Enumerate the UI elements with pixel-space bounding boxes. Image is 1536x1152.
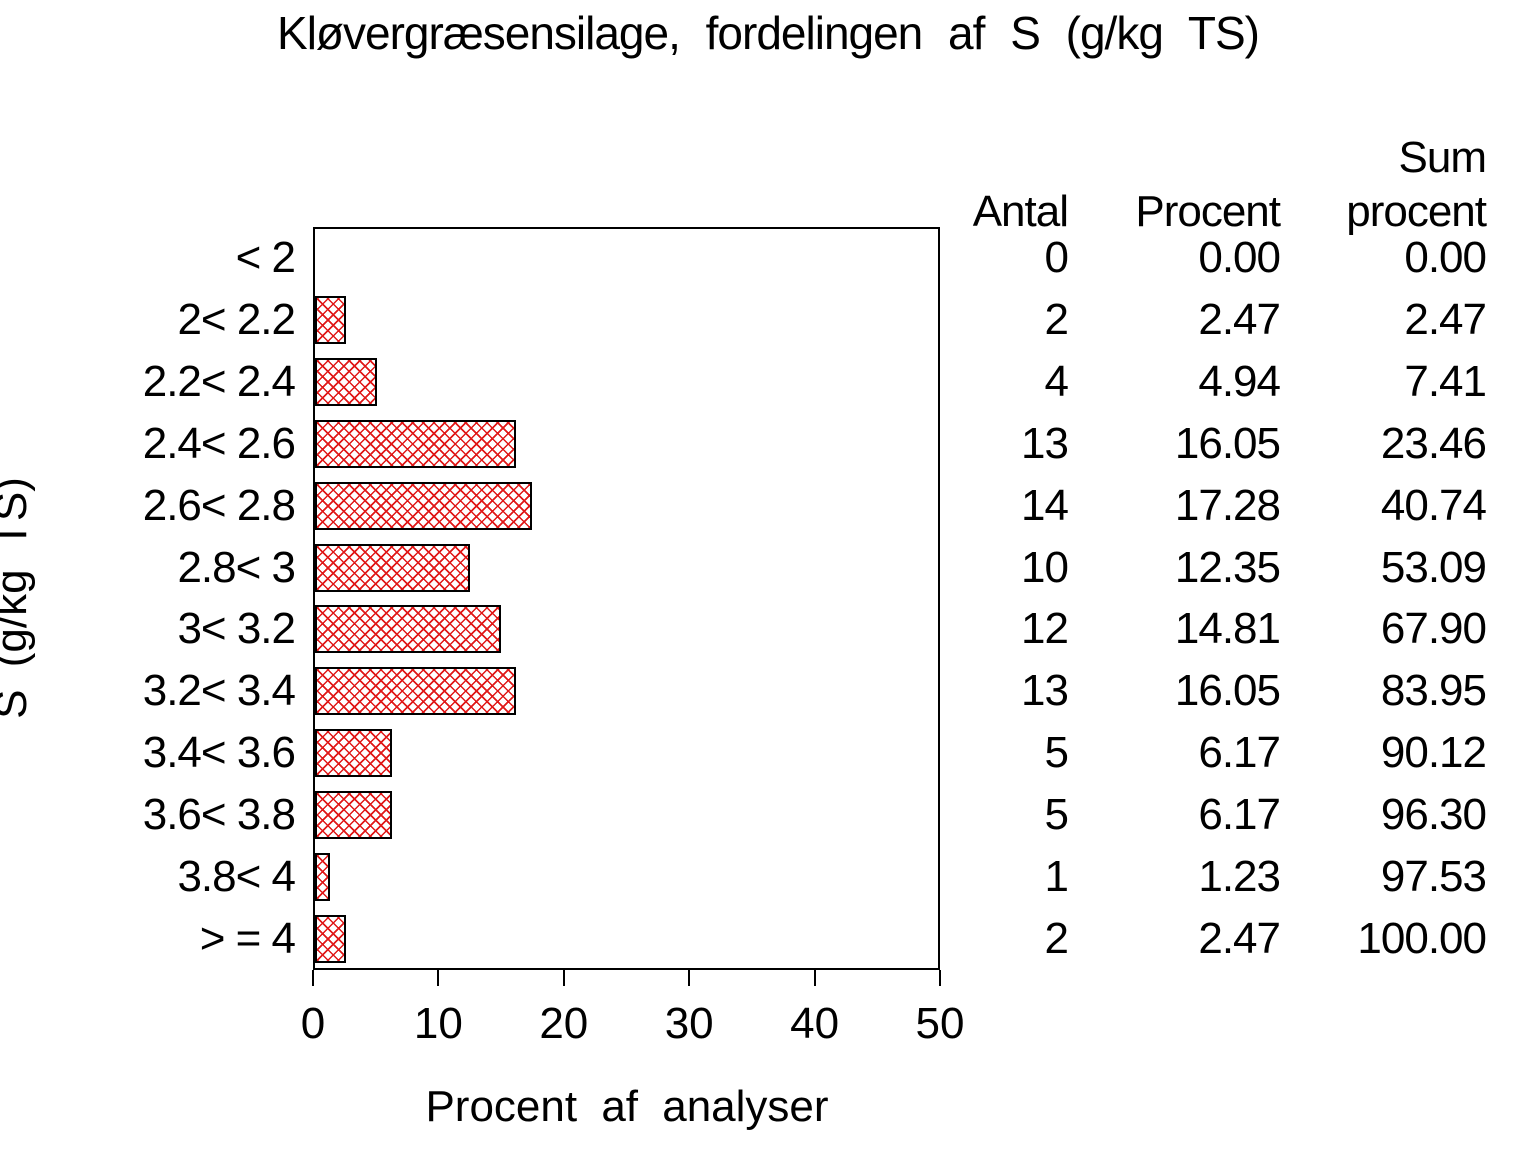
bar bbox=[315, 543, 470, 592]
chart-title: Kløvergræsensilage, fordelingen af S (g/… bbox=[277, 7, 1260, 59]
table-header-sum-line1: Sum bbox=[1398, 133, 1487, 182]
table-cell-sum-procent: 83.95 bbox=[1380, 666, 1487, 716]
x-axis-tick-label: 10 bbox=[413, 999, 463, 1048]
x-axis-tick-label: 0 bbox=[300, 999, 326, 1048]
table-cell-procent: 17.28 bbox=[1174, 480, 1281, 530]
table-cell-sum-procent: 7.41 bbox=[1404, 356, 1487, 406]
table-cell-antal: 4 bbox=[1044, 356, 1069, 406]
table-cell-antal: 5 bbox=[1044, 728, 1069, 778]
table-cell-sum-procent: 96.30 bbox=[1380, 790, 1487, 840]
y-axis-label-text: S (g/kg TS) bbox=[0, 477, 36, 719]
category-label: 3< 3.2 bbox=[177, 604, 296, 654]
x-axis-tick-label: 40 bbox=[790, 999, 840, 1048]
table-cell-sum-procent: 2.47 bbox=[1404, 294, 1487, 344]
table-cell-sum-procent: 90.12 bbox=[1380, 728, 1487, 778]
x-axis-tick-mark bbox=[437, 970, 440, 986]
table-cell-sum-procent: 40.74 bbox=[1380, 480, 1487, 530]
table-header-antal: Antal bbox=[972, 187, 1069, 236]
table-cell-antal: 2 bbox=[1044, 294, 1069, 344]
category-label: 2.8< 3 bbox=[177, 542, 296, 592]
table-cell-procent: 0.00 bbox=[1198, 232, 1281, 282]
category-label: 3.8< 4 bbox=[177, 852, 296, 902]
x-axis-label: Procent af analyser bbox=[425, 1082, 829, 1131]
category-label: 3.2< 3.4 bbox=[142, 666, 296, 716]
table-cell-procent: 14.81 bbox=[1174, 604, 1281, 654]
table-cell-procent: 2.47 bbox=[1198, 914, 1281, 964]
table-cell-procent: 16.05 bbox=[1174, 418, 1281, 468]
table-cell-antal: 12 bbox=[1021, 604, 1069, 654]
bar bbox=[315, 667, 516, 716]
x-axis-tick-label: 50 bbox=[915, 999, 965, 1048]
category-label: 2.4< 2.6 bbox=[142, 418, 296, 468]
table-cell-procent: 4.94 bbox=[1198, 356, 1281, 406]
table-cell-procent: 2.47 bbox=[1198, 294, 1281, 344]
x-axis-tick-label: 30 bbox=[664, 999, 714, 1048]
table-cell-sum-procent: 97.53 bbox=[1380, 852, 1487, 902]
table-cell-sum-procent: 23.46 bbox=[1380, 418, 1487, 468]
category-label: < 2 bbox=[235, 232, 296, 282]
table-cell-antal: 5 bbox=[1044, 790, 1069, 840]
category-label: > = 4 bbox=[199, 914, 296, 964]
table-cell-antal: 13 bbox=[1021, 666, 1069, 716]
bar bbox=[315, 605, 501, 654]
plot-area bbox=[313, 227, 940, 970]
bar bbox=[315, 915, 346, 964]
table-cell-procent: 16.05 bbox=[1174, 666, 1281, 716]
bar bbox=[315, 481, 532, 530]
table-cell-procent: 6.17 bbox=[1198, 728, 1281, 778]
category-label: 2.6< 2.8 bbox=[142, 480, 296, 530]
bar bbox=[315, 419, 516, 468]
table-cell-sum-procent: 0.00 bbox=[1404, 232, 1487, 282]
x-axis-tick-mark bbox=[688, 970, 691, 986]
x-axis-tick-mark bbox=[939, 970, 941, 986]
table-cell-sum-procent: 67.90 bbox=[1380, 604, 1487, 654]
table-cell-antal: 14 bbox=[1021, 480, 1069, 530]
category-label: 3.4< 3.6 bbox=[142, 728, 296, 778]
bar bbox=[315, 357, 377, 406]
x-axis-tick-label: 20 bbox=[539, 999, 589, 1048]
x-axis-tick-mark bbox=[312, 970, 314, 986]
bar bbox=[315, 853, 330, 902]
table-cell-antal: 2 bbox=[1044, 914, 1069, 964]
table-cell-antal: 10 bbox=[1021, 542, 1069, 592]
bar bbox=[315, 791, 392, 840]
table-cell-sum-procent: 53.09 bbox=[1380, 542, 1487, 592]
table-cell-procent: 12.35 bbox=[1174, 542, 1281, 592]
table-cell-antal: 13 bbox=[1021, 418, 1069, 468]
table-header-sum-line2: procent bbox=[1346, 187, 1487, 236]
bar bbox=[315, 295, 346, 344]
bar bbox=[315, 729, 392, 778]
x-axis-tick-mark bbox=[813, 970, 816, 986]
category-label: 2< 2.2 bbox=[177, 294, 296, 344]
table-cell-procent: 1.23 bbox=[1198, 852, 1281, 902]
x-axis-tick-mark bbox=[562, 970, 565, 986]
category-label: 2.2< 2.4 bbox=[142, 356, 296, 406]
category-label: 3.6< 3.8 bbox=[142, 790, 296, 840]
table-cell-antal: 1 bbox=[1044, 852, 1069, 902]
table-cell-antal: 0 bbox=[1044, 232, 1069, 282]
table-cell-procent: 6.17 bbox=[1198, 790, 1281, 840]
table-header-procent: Procent bbox=[1135, 187, 1281, 236]
table-cell-sum-procent: 100.00 bbox=[1357, 914, 1487, 964]
